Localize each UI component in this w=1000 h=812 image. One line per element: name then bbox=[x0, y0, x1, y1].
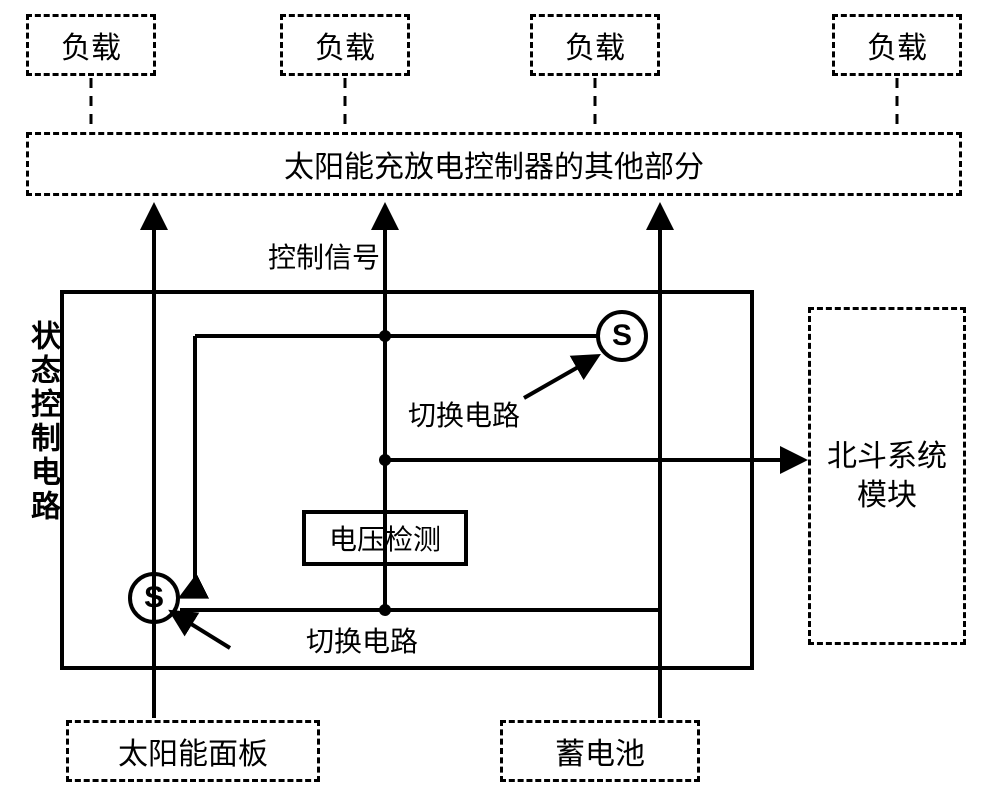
load-label-4: 负载 bbox=[867, 23, 927, 67]
beidou-box: 北斗系统 模块 bbox=[808, 307, 966, 645]
state-control-label: 状态控制电路 bbox=[20, 320, 64, 524]
solar-panel-label: 太阳能面板 bbox=[118, 729, 268, 773]
controller-other-box: 太阳能充放电控制器的其他部分 bbox=[26, 132, 962, 196]
battery-label: 蓄电池 bbox=[555, 729, 645, 773]
load-box-3: 负载 bbox=[530, 14, 660, 76]
switch-circuit-top-label: 切换电路 bbox=[408, 394, 520, 434]
beidou-label-1: 北斗系统 bbox=[827, 437, 947, 476]
s-symbol-bottom: S bbox=[144, 581, 164, 615]
s-symbol-top: S bbox=[612, 319, 632, 353]
load-box-1: 负载 bbox=[26, 14, 156, 76]
solar-panel-box: 太阳能面板 bbox=[66, 720, 320, 782]
load-box-2: 负载 bbox=[280, 14, 410, 76]
switch-s-top: S bbox=[596, 310, 648, 362]
load-box-4: 负载 bbox=[832, 14, 962, 76]
voltage-detect-label: 电压检测 bbox=[329, 518, 441, 558]
voltage-detect-box: 电压检测 bbox=[302, 510, 468, 566]
controller-other-label: 太阳能充放电控制器的其他部分 bbox=[284, 142, 704, 186]
beidou-label-2: 模块 bbox=[857, 476, 917, 515]
load-label-2: 负载 bbox=[315, 23, 375, 67]
load-label-1: 负载 bbox=[61, 23, 121, 67]
control-signal-label: 控制信号 bbox=[268, 236, 380, 276]
switch-s-bottom: S bbox=[128, 572, 180, 624]
load-label-3: 负载 bbox=[565, 23, 625, 67]
battery-box: 蓄电池 bbox=[500, 720, 700, 782]
switch-circuit-bottom-label: 切换电路 bbox=[306, 620, 418, 660]
